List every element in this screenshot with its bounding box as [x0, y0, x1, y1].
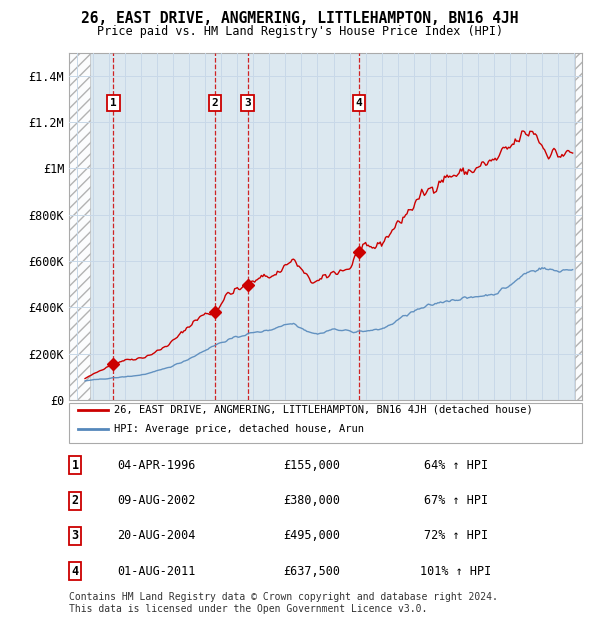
Text: 04-APR-1996: 04-APR-1996: [117, 459, 196, 472]
Text: 64% ↑ HPI: 64% ↑ HPI: [424, 459, 488, 472]
Text: £380,000: £380,000: [284, 494, 341, 507]
Text: 67% ↑ HPI: 67% ↑ HPI: [424, 494, 488, 507]
Text: 4: 4: [71, 565, 79, 578]
Text: 1: 1: [71, 459, 79, 472]
Text: 3: 3: [244, 98, 251, 108]
Text: 2: 2: [71, 494, 79, 507]
Text: £637,500: £637,500: [284, 565, 341, 578]
Text: 1: 1: [110, 98, 117, 108]
Text: 101% ↑ HPI: 101% ↑ HPI: [421, 565, 491, 578]
Text: Price paid vs. HM Land Registry's House Price Index (HPI): Price paid vs. HM Land Registry's House …: [97, 25, 503, 38]
Text: 20-AUG-2004: 20-AUG-2004: [117, 529, 196, 542]
Text: £155,000: £155,000: [284, 459, 341, 472]
Bar: [69, 53, 91, 400]
Text: 26, EAST DRIVE, ANGMERING, LITTLEHAMPTON, BN16 4JH: 26, EAST DRIVE, ANGMERING, LITTLEHAMPTON…: [81, 11, 519, 26]
Text: 01-AUG-2011: 01-AUG-2011: [117, 565, 196, 578]
Text: 72% ↑ HPI: 72% ↑ HPI: [424, 529, 488, 542]
Text: £495,000: £495,000: [284, 529, 341, 542]
Bar: [575, 53, 582, 400]
Text: 4: 4: [355, 98, 362, 108]
Text: 2: 2: [212, 98, 218, 108]
Text: 3: 3: [71, 529, 79, 542]
Text: Contains HM Land Registry data © Crown copyright and database right 2024.
This d: Contains HM Land Registry data © Crown c…: [69, 592, 498, 614]
Text: HPI: Average price, detached house, Arun: HPI: Average price, detached house, Arun: [114, 424, 364, 435]
Text: 09-AUG-2002: 09-AUG-2002: [117, 494, 196, 507]
Text: 26, EAST DRIVE, ANGMERING, LITTLEHAMPTON, BN16 4JH (detached house): 26, EAST DRIVE, ANGMERING, LITTLEHAMPTON…: [114, 404, 533, 415]
